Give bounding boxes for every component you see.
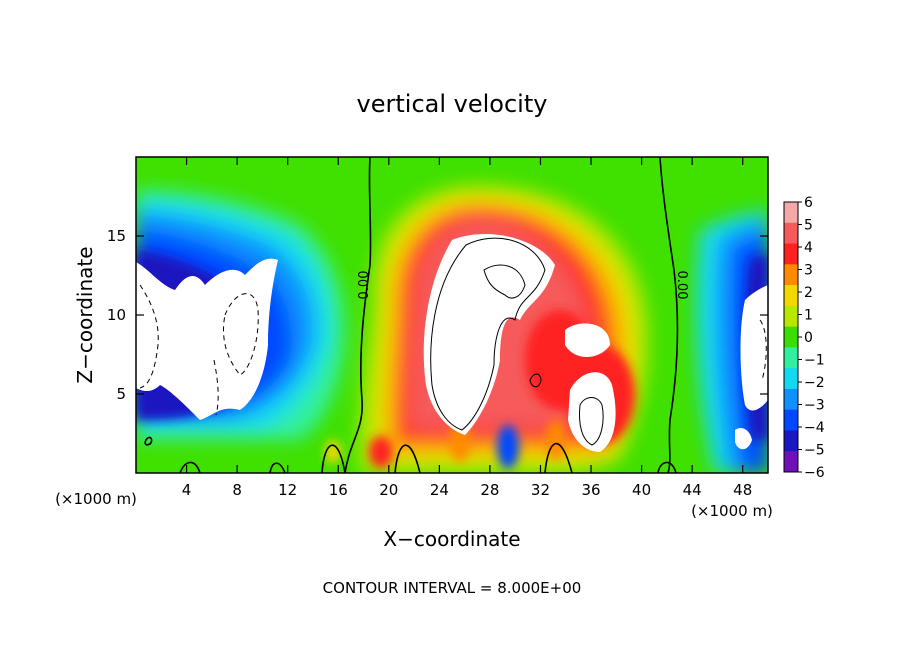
- y-ticks: 5 10 15: [107, 227, 768, 403]
- x-unit-left: (×1000 m): [55, 490, 137, 508]
- colorbar-segment: [784, 285, 798, 307]
- colorbar-tick-label: 3: [804, 263, 813, 279]
- x-tick-label: 32: [531, 481, 550, 499]
- contour-interval-note: CONTOUR INTERVAL = 8.000E+00: [323, 579, 582, 597]
- colorbar-tick-label: 4: [804, 240, 813, 256]
- x-ticks: 4 8 12 16 20 24 28 32 36 40 44 48: [182, 157, 752, 499]
- colorbar-tick-label: −4: [804, 420, 825, 436]
- colorbar-segment: [784, 347, 798, 369]
- chart-title: vertical velocity: [357, 90, 548, 118]
- colorbar-tick-label: 5: [804, 218, 813, 234]
- colorbar-segment: [784, 222, 798, 245]
- colorbar-segment: [784, 430, 798, 452]
- x-tick-label: 20: [379, 481, 398, 499]
- colorbar-segment: [784, 202, 798, 224]
- y-axis-title: Z−coordinate: [73, 246, 97, 383]
- y-tick-label: 10: [107, 306, 126, 324]
- x-tick-label: 48: [733, 481, 752, 499]
- colorbar-segment: [784, 409, 798, 431]
- colorbar-segment: [784, 368, 798, 390]
- colorbar-tick-label: 2: [804, 285, 813, 301]
- x-tick-label: 24: [430, 481, 449, 499]
- colorbar-tick-label: −5: [804, 443, 825, 459]
- colorbar-tick-label: −1: [804, 353, 825, 369]
- x-tick-label: 28: [480, 481, 499, 499]
- x-tick-label: 40: [632, 481, 651, 499]
- x-axis-title: X−coordinate: [383, 527, 520, 551]
- colorbar-tick-label: 1: [804, 308, 813, 324]
- colorbar-segment: [784, 264, 798, 286]
- colorbar-segment: [784, 305, 798, 328]
- contour-label: 0.00: [357, 271, 372, 300]
- x-tick-label: 4: [182, 481, 192, 499]
- colorbar-segment: [784, 451, 798, 473]
- x-unit-right: (×1000 m): [691, 502, 773, 520]
- colorbar-tick-label: −6: [804, 465, 825, 481]
- x-tick-label: 16: [329, 481, 348, 499]
- y-tick-label: 15: [107, 227, 126, 245]
- contour-label: 0.00: [674, 271, 689, 300]
- x-tick-label: 44: [683, 481, 702, 499]
- colorbar: 6 5 4 3 2 1 0 −1 −2 −3 −4 −5 −6: [783, 195, 825, 481]
- colorbar-segment: [784, 388, 798, 411]
- x-tick-label: 12: [278, 481, 297, 499]
- colorbar-tick-label: −3: [804, 398, 825, 414]
- x-tick-label: 36: [581, 481, 600, 499]
- colorbar-tick-label: 0: [804, 330, 813, 346]
- colorbar-segment: [784, 326, 798, 348]
- x-tick-label: 8: [232, 481, 242, 499]
- y-tick-label: 5: [116, 385, 126, 403]
- colorbar-tick-label: 6: [804, 195, 813, 211]
- heatmap-field: 0.00 0.00: [136, 157, 768, 473]
- colorbar-tick-label: −2: [804, 375, 825, 391]
- colorbar-segment: [784, 243, 798, 265]
